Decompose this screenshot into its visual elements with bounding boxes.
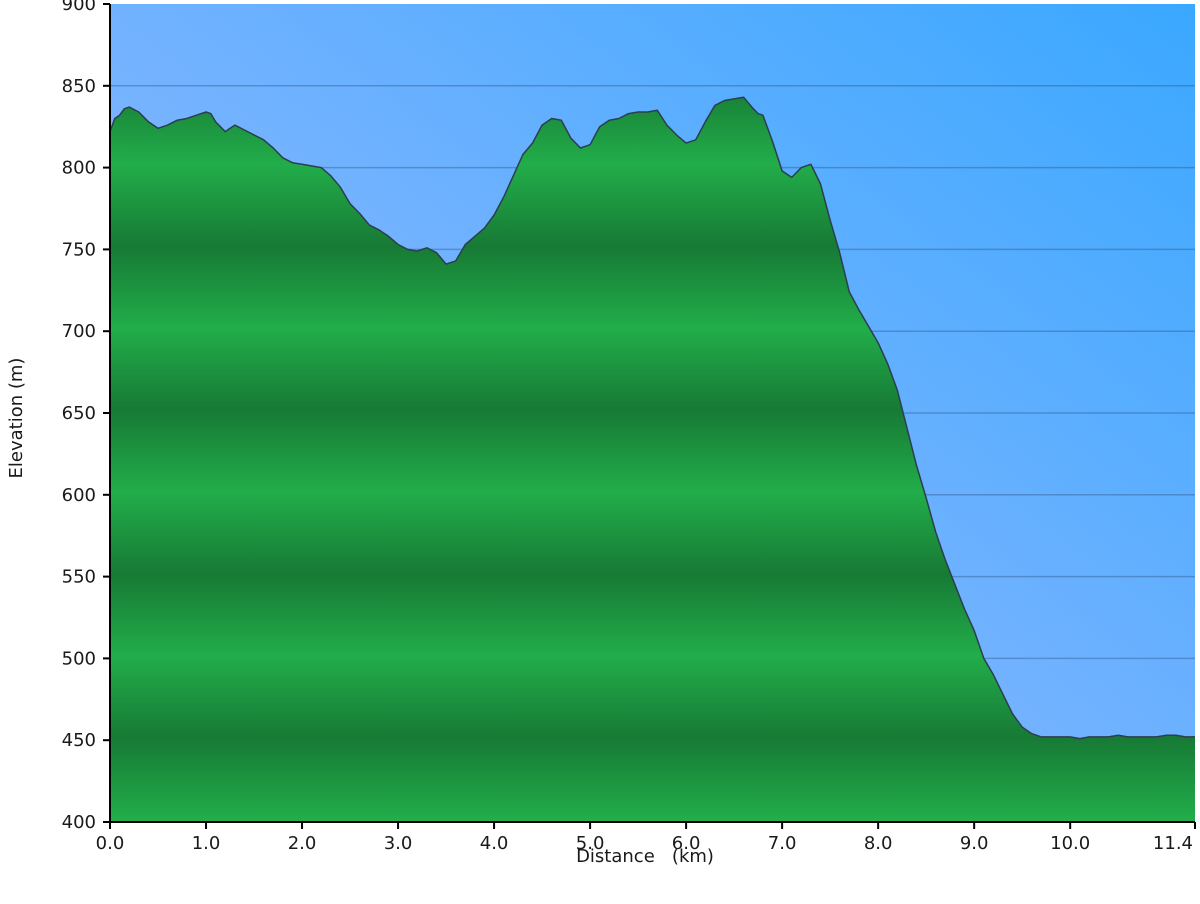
x-tick-label: 0.0: [96, 833, 125, 854]
x-tick-label: 10.0: [1050, 833, 1090, 854]
y-tick-label: 550: [62, 567, 96, 588]
elevation-area: [110, 97, 1195, 823]
y-tick-label: 450: [62, 730, 96, 751]
x-axis-title: Distance (km): [576, 846, 714, 867]
x-tick-label: 2.0: [288, 833, 317, 854]
y-tick-label: 700: [62, 321, 96, 342]
x-tick-label: 5.0: [576, 833, 605, 854]
elevation-line: [109, 96, 1195, 740]
y-axis-title: Elevation (m): [6, 358, 27, 479]
x-tick-label: 4.0: [480, 833, 509, 854]
y-tick-label: 650: [62, 403, 96, 424]
y-axis-ticks: 400 450 500 550 600 650 700 750 800 850 900: [62, 0, 110, 833]
x-tick-label: 6.0: [672, 833, 701, 854]
y-tick-label: 500: [62, 648, 96, 669]
y-tick-label: 800: [62, 158, 96, 179]
x-tick-label: 9.0: [960, 833, 989, 854]
x-tick-label: 11.4: [1153, 833, 1193, 854]
x-tick-label: 8.0: [864, 833, 893, 854]
x-tick-label: 7.0: [768, 833, 797, 854]
x-tick-label: 1.0: [192, 833, 221, 854]
y-tick-label: 600: [62, 485, 96, 506]
y-tick-label: 400: [62, 812, 96, 833]
x-tick-label: 3.0: [384, 833, 413, 854]
x-axis-ticks: 0.0 1.0 2.0 3.0 4.0 5.0 6.0 7.0 8.0 9.0 10.0 11.4: [96, 822, 1196, 854]
y-tick-label: 900: [62, 0, 96, 15]
y-tick-label: 850: [62, 76, 96, 97]
y-tick-label: 750: [62, 239, 96, 260]
